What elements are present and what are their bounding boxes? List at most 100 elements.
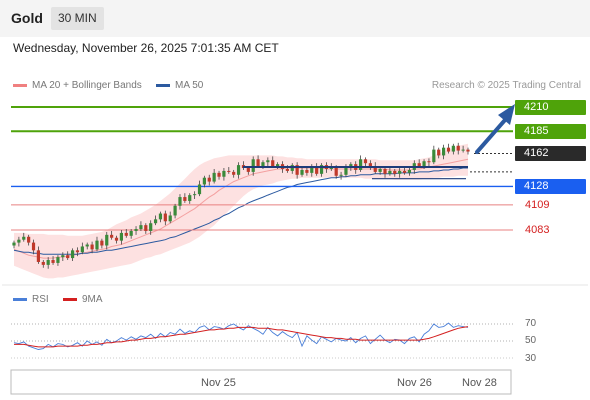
- candle-body: [363, 159, 368, 164]
- candle-body: [100, 240, 104, 246]
- candle-body: [315, 167, 319, 174]
- candle-body: [207, 177, 211, 182]
- candle-body: [432, 149, 436, 163]
- candle-body: [334, 167, 338, 176]
- bollinger-band-fill: [14, 143, 468, 279]
- candle-body: [75, 250, 80, 253]
- rsi-tick-70: 70: [525, 318, 537, 329]
- candle-body: [295, 165, 299, 175]
- candle-body: [70, 250, 75, 259]
- timestamp: Wednesday, November 26, 2025 7:01:35 AM …: [13, 41, 279, 55]
- candle-body: [300, 169, 304, 175]
- candle-body: [246, 168, 250, 172]
- candle-body: [378, 168, 382, 172]
- candle-body: [305, 169, 309, 173]
- candle-body: [402, 170, 407, 173]
- candle-body: [105, 234, 109, 246]
- candle-body: [310, 167, 314, 173]
- level-lines: [11, 106, 513, 231]
- candle-body: [222, 170, 226, 177]
- candle-body: [188, 195, 192, 201]
- candle-body: [17, 239, 21, 243]
- candle-body: [66, 255, 70, 259]
- candle-body: [451, 145, 455, 152]
- candle-body: [427, 161, 431, 163]
- candle-body: [22, 236, 26, 240]
- rsi-tick-30: 30: [525, 353, 537, 364]
- candle-body: [417, 163, 421, 167]
- rsi-ma-swatch: [63, 298, 77, 301]
- candle-body: [466, 149, 470, 152]
- candle-body: [114, 237, 119, 241]
- level-label-s2: 4083: [525, 224, 550, 236]
- candle-body: [266, 160, 270, 163]
- projection-arrow-head: [498, 104, 515, 125]
- candle-body: [271, 160, 275, 167]
- copyright: Research © 2025 Trading Central: [431, 80, 581, 91]
- ma50-swatch: [156, 84, 170, 87]
- candle-body: [202, 177, 206, 185]
- rsi-swatch: [13, 298, 27, 301]
- candle-body: [144, 225, 148, 231]
- level-label-s1: 4109: [525, 199, 550, 211]
- candle-body: [212, 172, 216, 182]
- candle-body: [51, 260, 55, 263]
- candle-body: [173, 205, 177, 216]
- candle-body: [319, 165, 324, 174]
- rsi-tick-50: 50: [525, 335, 537, 346]
- candle-body: [149, 223, 153, 231]
- candle-body: [456, 145, 460, 151]
- candle-body: [41, 261, 45, 265]
- candle-body: [56, 257, 60, 263]
- legend-bollinger-label: MA 20 + Bollinger Bands: [32, 80, 142, 91]
- candle-body: [388, 170, 392, 174]
- level-tag-r1: 4185: [515, 124, 586, 139]
- candle-body: [61, 255, 65, 258]
- candle-body: [359, 159, 363, 170]
- projection-arrow-shaft: [475, 118, 507, 154]
- level-tag-pivot: 4128: [515, 179, 586, 194]
- candle-body: [398, 170, 402, 174]
- legend-rsi-ma: 9MA: [63, 294, 103, 305]
- candle-body: [393, 170, 397, 174]
- candle-body: [407, 169, 412, 173]
- x-label-nov25: Nov 25: [201, 377, 236, 389]
- rsi-line: [13, 322, 469, 350]
- candle-body: [441, 147, 446, 156]
- candle-body: [437, 149, 441, 156]
- candle-body: [251, 159, 255, 172]
- candle-body: [163, 213, 167, 222]
- legend-rsi-ma-label: 9MA: [82, 294, 103, 305]
- candle-body: [227, 170, 231, 172]
- candle-body: [36, 250, 41, 262]
- legend-rsi-label: RSI: [32, 294, 49, 305]
- candle-body: [461, 149, 465, 151]
- candle-body: [383, 168, 387, 174]
- legend-ma50-label: MA 50: [175, 80, 204, 91]
- candle-body: [276, 164, 280, 167]
- level-tag-last: 4162: [515, 146, 586, 161]
- candle-body: [285, 168, 289, 171]
- candle-body: [134, 229, 138, 231]
- candle-body: [422, 161, 426, 167]
- candle-body: [119, 232, 123, 241]
- bollinger-bands: [13, 143, 469, 279]
- candle-body: [232, 171, 236, 175]
- time-axis-box: [10, 369, 512, 395]
- candle-body: [129, 230, 133, 236]
- rsi-pane: [11, 322, 513, 359]
- candle-body: [110, 234, 114, 238]
- level-tag-r2: 4210: [515, 100, 586, 115]
- candle-body: [95, 240, 99, 250]
- candle-body: [256, 159, 260, 167]
- candle-body: [344, 168, 348, 175]
- timeframe-badge[interactable]: 30 MIN: [51, 7, 104, 30]
- asset-title: Gold: [11, 10, 43, 26]
- candle-body: [178, 197, 182, 206]
- legend-bollinger: MA 20 + Bollinger Bands: [13, 80, 142, 91]
- candle-body: [31, 242, 36, 251]
- legend-ma50: MA 50: [156, 80, 203, 91]
- candle-body: [153, 219, 158, 224]
- candle-body: [12, 242, 16, 246]
